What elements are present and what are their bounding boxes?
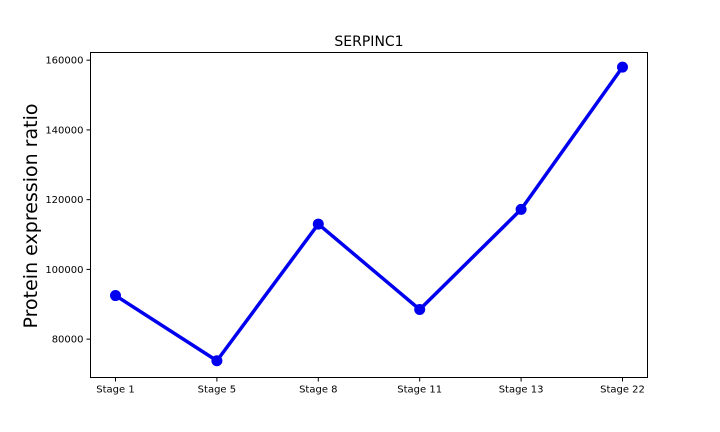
data-point <box>312 218 324 230</box>
y-tick-label: 160000 <box>45 56 83 67</box>
y-tick-label: 100000 <box>45 265 83 276</box>
x-tick-label: Stage 8 <box>299 385 337 396</box>
y-tick-label: 80000 <box>52 335 84 346</box>
x-tick-label: Stage 1 <box>96 385 134 396</box>
data-point <box>110 290 121 302</box>
x-tick-label: Stage 5 <box>198 385 236 396</box>
x-axis-ticks: Stage 1 Stage 5 Stage 8 Stage 11 Stage 13 Sta… <box>96 377 645 396</box>
y-axis-label: Protein expression ratio <box>20 104 42 329</box>
y-axis-ticks: 80000 100000 120000 140000 160000 <box>45 56 91 346</box>
plot-area-frame <box>90 52 648 378</box>
data-point <box>414 304 426 316</box>
y-tick-label: 140000 <box>45 125 83 136</box>
x-tick-label: Stage 13 <box>499 385 544 396</box>
x-tick-label: Stage 22 <box>600 385 645 396</box>
chart-title: SERPINC1 <box>334 34 403 50</box>
x-tick-label: Stage 11 <box>397 385 442 396</box>
data-point <box>617 61 628 73</box>
y-tick-label: 120000 <box>45 195 83 206</box>
series-line <box>113 65 625 363</box>
data-point <box>211 355 223 367</box>
data-point <box>515 203 527 215</box>
series-layer <box>110 61 628 367</box>
